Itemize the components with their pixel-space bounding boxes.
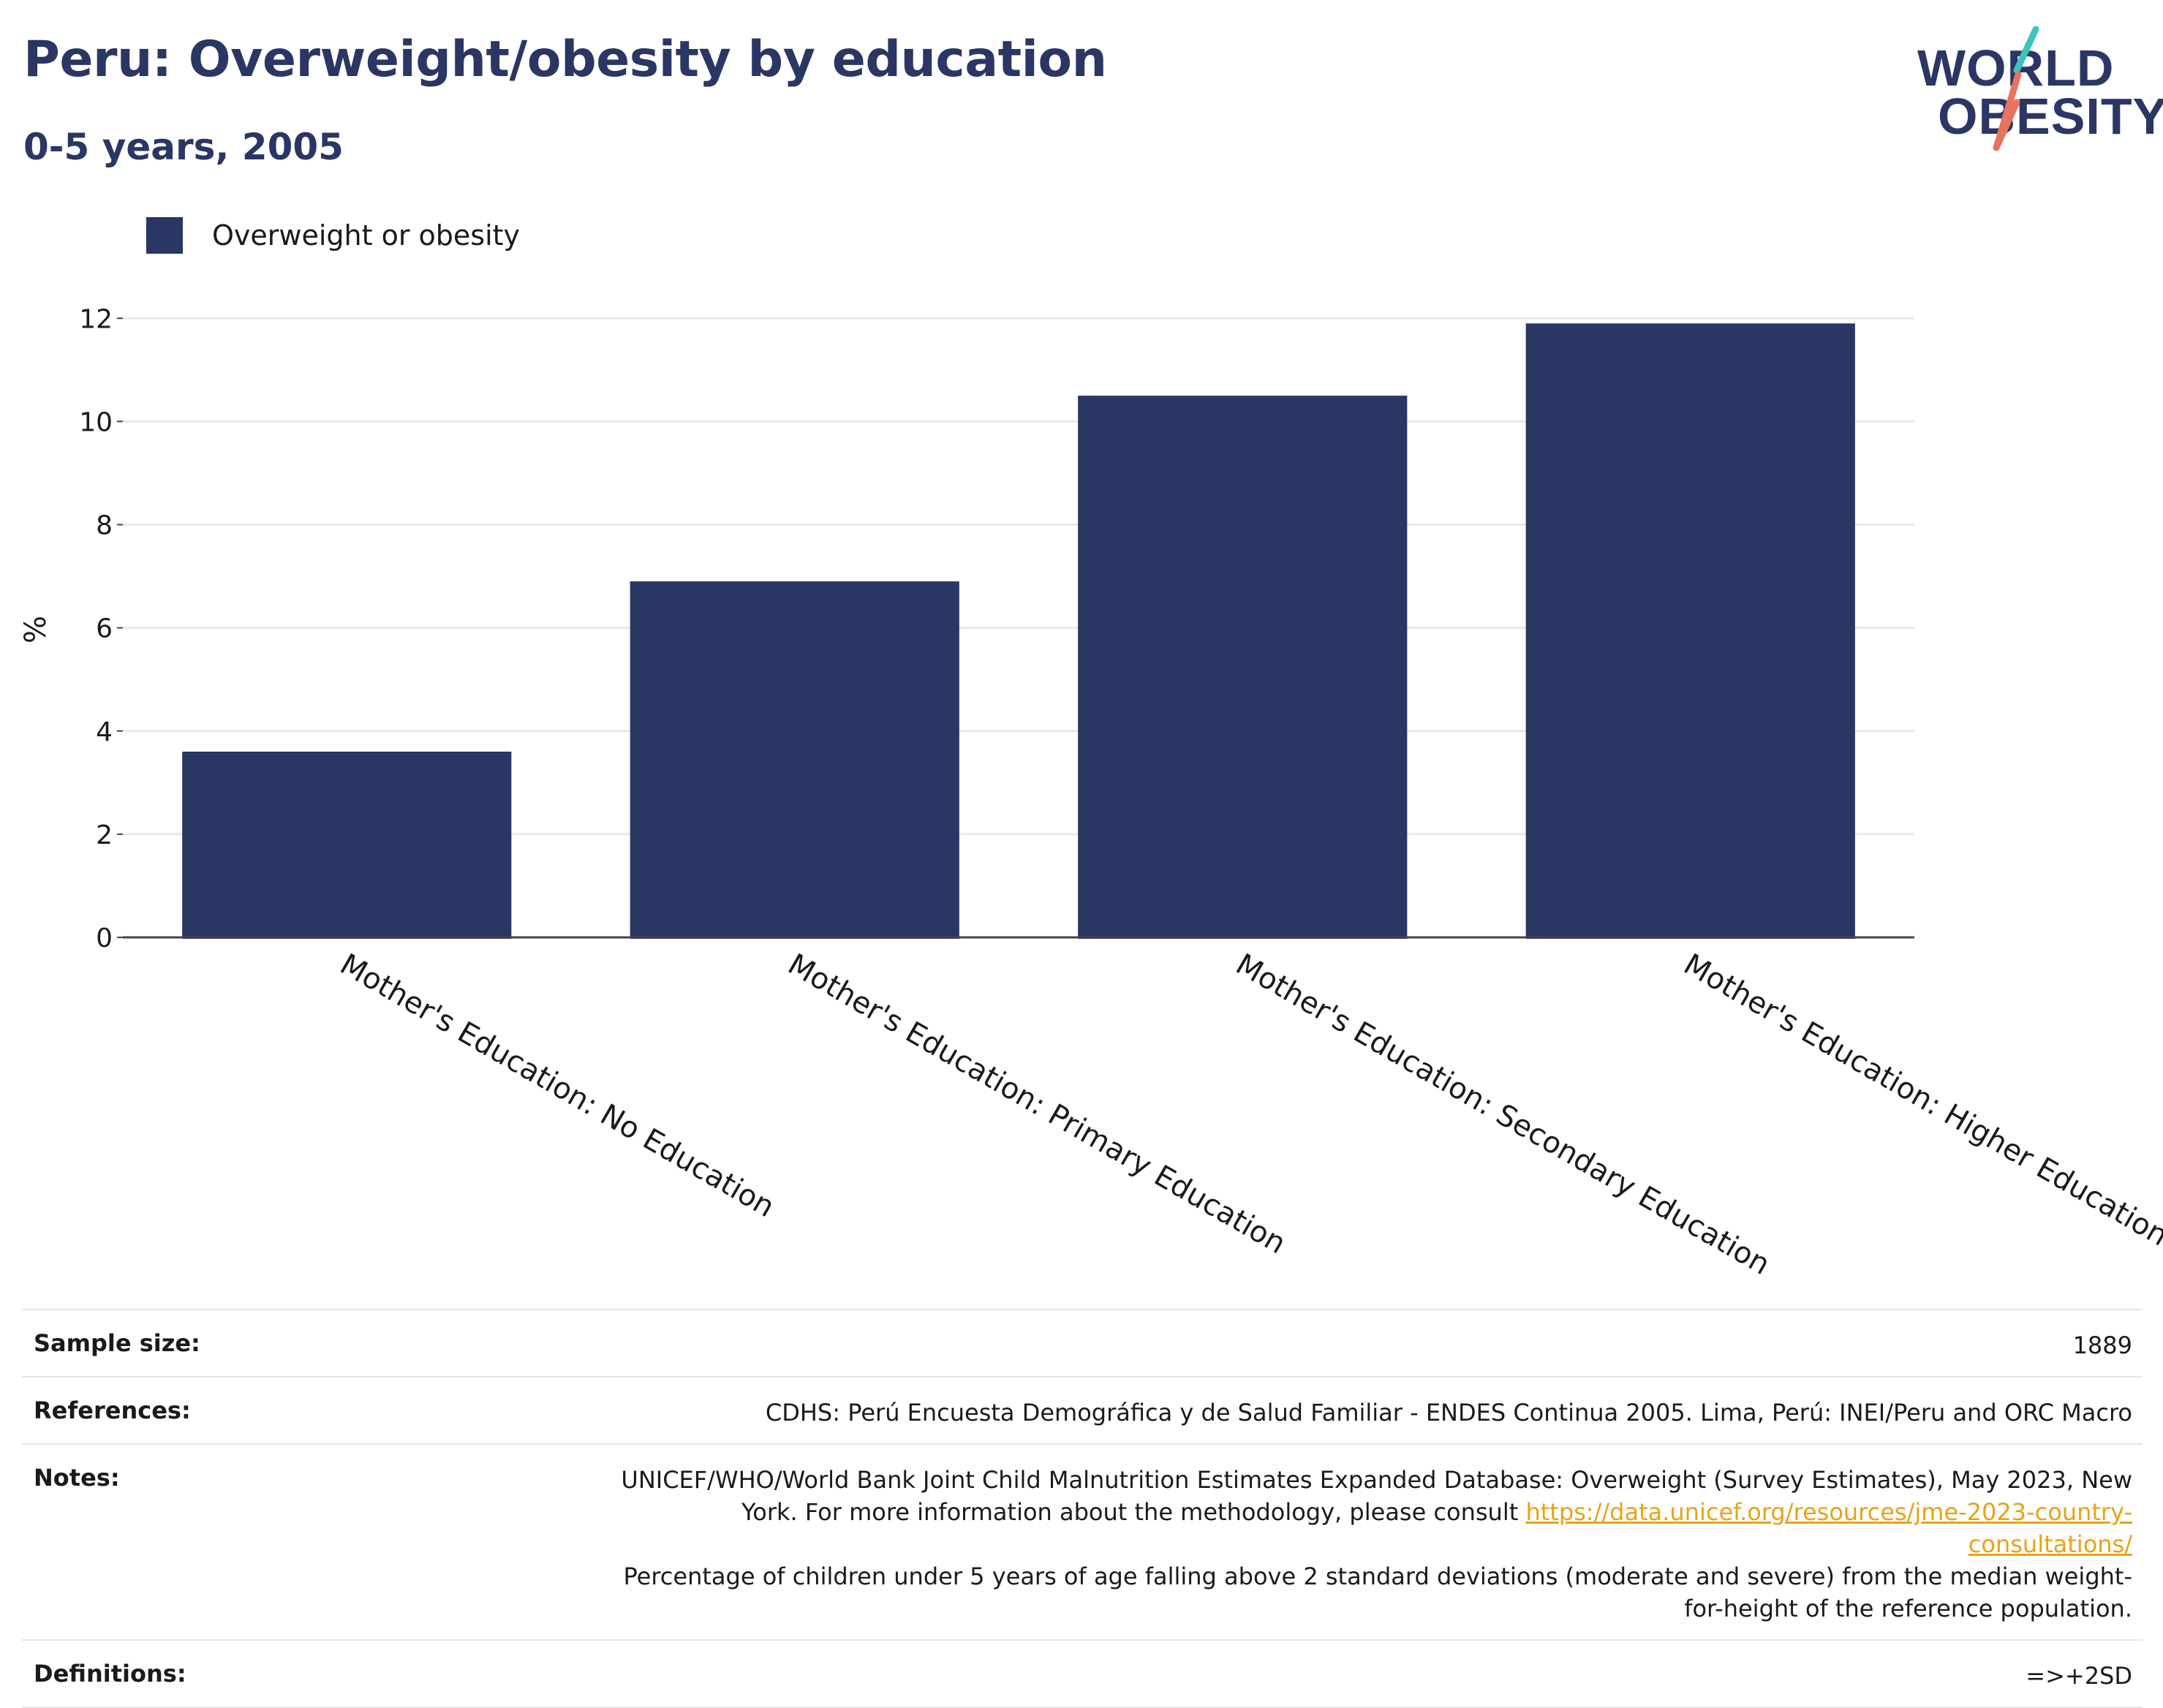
chart-legend: Overweight or obesity: [146, 217, 520, 254]
legend-label: Overweight or obesity: [212, 219, 521, 252]
x-tick-label: Mother's Education: No Education: [334, 948, 779, 1224]
x-tick-label: Mother's Education: Secondary Education: [1230, 948, 1775, 1282]
sample-size-value: 1889: [2072, 1331, 2132, 1359]
bar: [182, 751, 512, 939]
info-row-definitions: Definitions: =>+2SD: [22, 1639, 2143, 1708]
y-tick-label: 6: [96, 614, 113, 644]
y-tick-label: 2: [96, 820, 113, 850]
x-tick-label: Mother's Education: Primary Education: [782, 948, 1291, 1261]
x-tick-label: Mother's Education: Higher Education: [1678, 948, 2163, 1253]
references-label: References:: [34, 1397, 191, 1424]
bar: [1525, 323, 1855, 939]
notes-value: UNICEF/WHO/World Bank Joint Child Malnut…: [597, 1464, 2132, 1625]
chart-title: Peru: Overweight/obesity by education: [23, 31, 1107, 88]
bar-chart: 0 2 4 6 8 10 12 Mother's Education: No Educatio…: [19, 304, 2163, 1282]
info-row-sample-size: Sample size: 1889: [22, 1309, 2143, 1376]
notes-link[interactable]: https://data.unicef.org/resources/jme-20…: [1525, 1498, 2132, 1558]
y-tick-label: 10: [79, 407, 113, 437]
definitions-value: =>+2SD: [2026, 1662, 2132, 1690]
y-tick-label: 12: [79, 304, 113, 334]
info-row-notes: Notes: UNICEF/WHO/World Bank Joint Child…: [22, 1443, 2143, 1639]
bar: [1078, 396, 1408, 939]
bar: [630, 581, 959, 939]
logo-slash-icon: [1993, 26, 2039, 151]
info-row-references: References: CDHS: Perú Encuesta Demográf…: [22, 1376, 2143, 1443]
world-obesity-logo: WORLD OBESITY: [1909, 22, 2163, 154]
y-tick-label: 0: [96, 923, 113, 953]
sample-size-label: Sample size:: [34, 1329, 200, 1357]
references-value: CDHS: Perú Encuesta Demográfica y de Sal…: [765, 1399, 2132, 1427]
y-axis-label: %: [19, 616, 53, 643]
y-tick-label: 4: [96, 717, 113, 747]
y-tick-label: 8: [96, 511, 113, 541]
notes-text-2: Percentage of children under 5 years of …: [623, 1562, 2133, 1622]
info-table: Sample size: 1889 References: CDHS: Perú…: [22, 1309, 2143, 1708]
legend-swatch: [146, 217, 183, 254]
notes-label: Notes:: [34, 1464, 120, 1492]
chart-subtitle: 0-5 years, 2005: [23, 126, 344, 168]
notes-text-1: UNICEF/WHO/World Bank Joint Child Malnut…: [621, 1466, 2132, 1526]
logo-line-2: OBESITY: [1938, 88, 2163, 145]
definitions-label: Definitions:: [34, 1660, 186, 1688]
